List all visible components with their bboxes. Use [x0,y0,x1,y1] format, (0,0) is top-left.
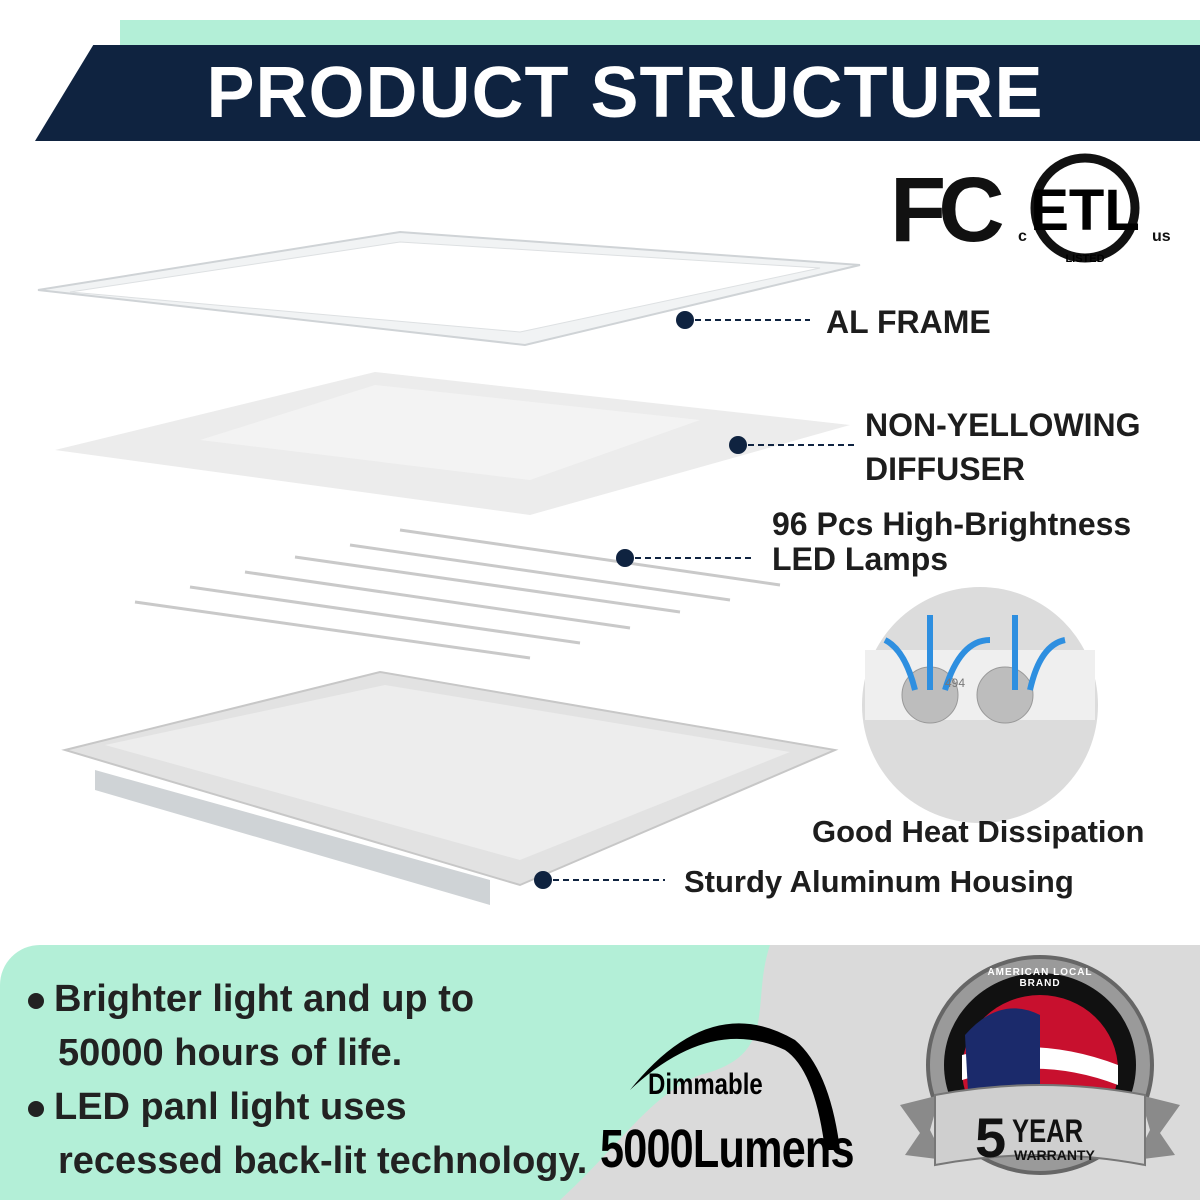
warranty-year-label: YEAR [1012,1113,1084,1149]
warranty-label: WARRANTY [1014,1147,1095,1163]
label-heat: Good Heat Dissipation [812,814,1145,849]
label-al-frame: AL FRAME [826,304,991,340]
chip-text: 494 [945,676,966,690]
feature-item: Brighter light and up to [28,972,587,1026]
al-frame [37,230,861,347]
heat-dissipation-closeup [862,587,1098,823]
label-diffuser-2: DIFFUSER [865,451,1025,487]
bullet-icon [28,1100,44,1117]
housing-dot [534,871,552,889]
etl-us: us [1152,228,1171,245]
label-led-1: 96 Pcs High-Brightness [772,506,1132,542]
feature-item: LED panl light uses [28,1080,587,1134]
diffuser [55,372,850,515]
feature-line: recessed back-lit technology. [58,1140,588,1182]
etl-listed: LISTED [1065,253,1104,265]
warranty-years: 5 [975,1106,1007,1169]
etl-text: ETL [1030,178,1140,243]
lumens-label: 5000Lumens [600,1119,855,1179]
label-housing: Sturdy Aluminum Housing [684,864,1074,899]
led-strips [134,528,781,660]
diffuser-dot [729,436,747,454]
feature-line: 50000 hours of life. [58,1032,403,1074]
warranty-badge: AMERICAN LOCAL BRAND 5 YEAR WARRANTY [900,955,1180,1190]
feature-list: Brighter light and up to 50000 hours of … [28,972,587,1188]
label-led-2: LED Lamps [772,541,949,577]
etl-c: c [1018,228,1027,245]
dimmable-label: Dimmable [648,1068,763,1101]
etl-logo: ETL LISTED [1030,150,1145,265]
aluminum-housing [61,670,839,905]
fcc-logo: FC [890,159,1005,261]
led-dot [616,549,634,567]
badge-arc-text: AMERICAN LOCAL BRAND [987,967,1093,989]
header-banner [35,45,1200,141]
page-title: PRODUCT STRUCTURE [206,53,1044,133]
bullet-icon [28,992,44,1009]
product-exploded-view [37,230,1098,905]
label-diffuser-1: NON-YELLOWING [865,407,1141,443]
frame-dot [676,311,694,329]
